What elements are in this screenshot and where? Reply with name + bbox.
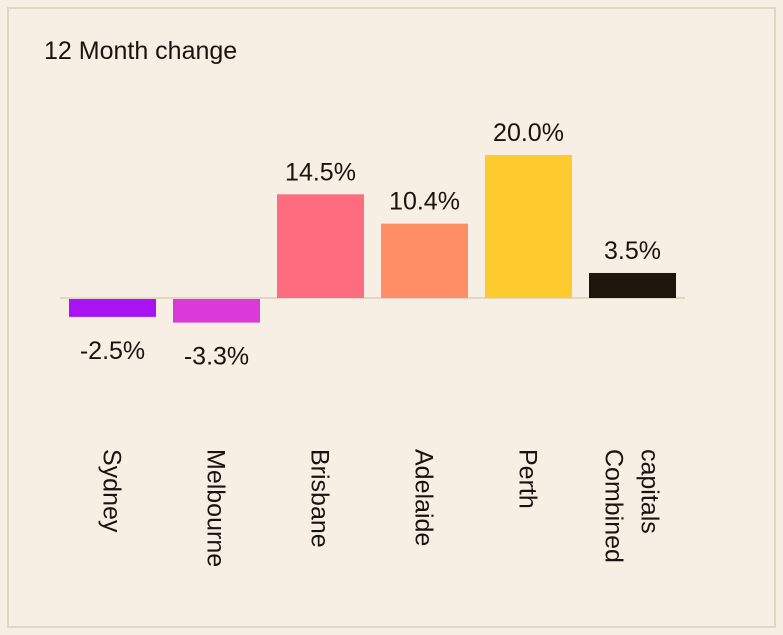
value-label-brisbane: 14.5%: [285, 158, 356, 186]
value-label-combined-capitals: 3.5%: [604, 237, 661, 265]
category-label-adelaide: Adelaide: [410, 449, 438, 546]
bar-chart: -2.5% Sydney -3.3% Melbourne 14.5% Brisbane 10…: [60, 119, 685, 567]
category-label-line: Adelaide: [410, 449, 438, 546]
category-label-line: Sydney: [98, 449, 126, 533]
category-label-brisbane: Brisbane: [306, 449, 334, 548]
bar-brisbane: [277, 194, 364, 298]
category-label-melbourne: Melbourne: [202, 449, 230, 567]
category-label-perth: Perth: [514, 449, 542, 509]
category-label-sydney: Sydney: [98, 449, 126, 533]
value-label-adelaide: 10.4%: [389, 188, 460, 216]
bar-perth: [485, 155, 572, 298]
bar-combined-capitals: [589, 272, 676, 298]
category-label-line: Combined: [600, 449, 628, 563]
value-label-perth: 20.0%: [493, 119, 564, 147]
category-label-line: Melbourne: [202, 449, 230, 567]
value-label-sydney: -2.5%: [80, 337, 145, 365]
chart-title: 12 Month change: [44, 37, 238, 65]
category-label-line: capitals: [636, 449, 664, 534]
bar-sydney: [69, 299, 156, 317]
category-label-line: Perth: [514, 449, 542, 509]
chart-card: 12 Month change -2.5% Sydney -3.3% Melbourn…: [7, 7, 776, 628]
value-label-melbourne: -3.3%: [184, 343, 249, 371]
bar-melbourne: [173, 299, 260, 323]
category-label-line: Brisbane: [306, 449, 334, 548]
category-label-combined-capitals: Combined capitals: [600, 449, 664, 563]
bar-adelaide: [381, 223, 468, 298]
